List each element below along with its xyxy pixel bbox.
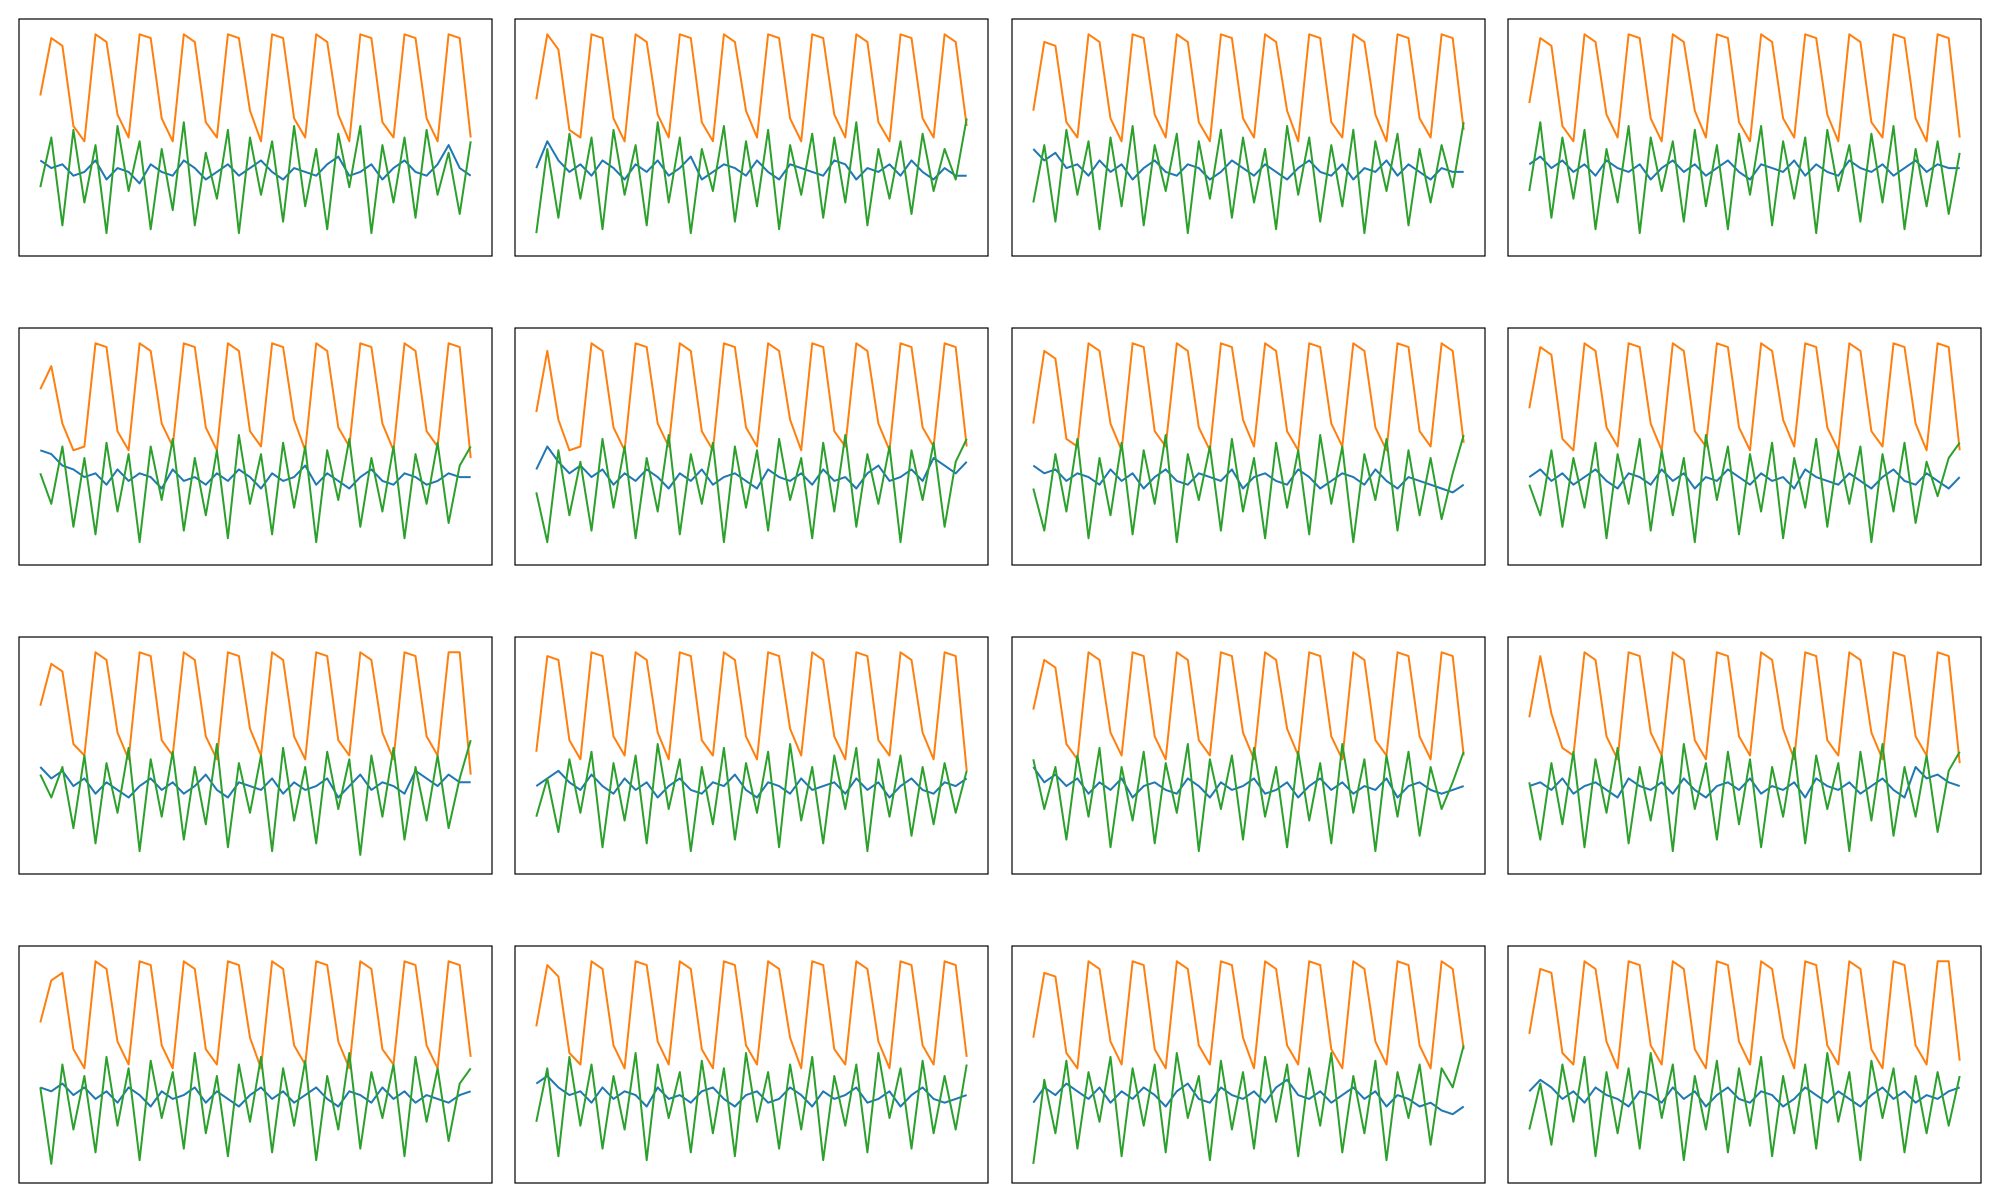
series-line bbox=[1032, 434, 1465, 544]
plot-area bbox=[1528, 651, 1961, 853]
subplot bbox=[18, 945, 493, 1184]
series-line bbox=[535, 118, 968, 235]
series-line bbox=[39, 1052, 472, 1165]
series-line bbox=[39, 960, 472, 1070]
axes-frame bbox=[1507, 945, 1982, 1184]
series-line bbox=[1032, 743, 1465, 853]
axes-frame bbox=[1011, 327, 1486, 566]
plot-area bbox=[1032, 33, 1465, 235]
subplot bbox=[1011, 945, 1486, 1184]
plot-area bbox=[1032, 960, 1465, 1165]
axes-frame bbox=[18, 18, 493, 257]
series-line bbox=[1528, 743, 1961, 853]
subplot bbox=[514, 636, 989, 875]
series-line bbox=[39, 739, 472, 856]
series-line bbox=[535, 434, 968, 544]
subplot bbox=[514, 18, 989, 257]
subplot bbox=[1011, 636, 1486, 875]
subplot bbox=[1507, 945, 1982, 1184]
plot-area bbox=[1032, 342, 1465, 544]
series-line bbox=[1528, 121, 1961, 235]
series-line bbox=[535, 743, 968, 853]
axes-frame bbox=[1507, 327, 1982, 566]
axes-frame bbox=[1011, 636, 1486, 875]
subplot bbox=[1011, 18, 1486, 257]
plot-area bbox=[39, 342, 472, 544]
plot-area bbox=[1528, 342, 1961, 544]
plot-area bbox=[39, 960, 472, 1165]
subplot bbox=[514, 327, 989, 566]
series-line bbox=[39, 342, 472, 459]
axes-frame bbox=[514, 18, 989, 257]
series-line bbox=[535, 33, 968, 143]
series-line bbox=[1528, 1052, 1961, 1162]
subplot bbox=[18, 327, 493, 566]
axes-frame bbox=[1011, 945, 1486, 1184]
axes-frame bbox=[18, 327, 493, 566]
series-line bbox=[39, 121, 472, 235]
series-line bbox=[535, 960, 968, 1070]
axes-frame bbox=[514, 945, 989, 1184]
subplot bbox=[1507, 18, 1982, 257]
subplot bbox=[1011, 327, 1486, 566]
series-line bbox=[1032, 342, 1465, 452]
series-line bbox=[1528, 342, 1961, 452]
axes-frame bbox=[514, 327, 989, 566]
series-line bbox=[535, 342, 968, 452]
series-line bbox=[535, 769, 968, 799]
series-line bbox=[1528, 33, 1961, 143]
series-line bbox=[39, 434, 472, 544]
series-line bbox=[1032, 33, 1465, 143]
series-line bbox=[1032, 651, 1465, 761]
plot-area bbox=[535, 342, 968, 544]
subplot bbox=[18, 18, 493, 257]
series-line bbox=[1528, 651, 1961, 764]
subplot bbox=[18, 636, 493, 875]
series-line bbox=[1032, 1045, 1465, 1165]
axes-frame bbox=[1011, 18, 1486, 257]
plot-area bbox=[535, 960, 968, 1162]
plot-area bbox=[39, 651, 472, 856]
plot-area bbox=[1032, 651, 1465, 853]
series-line bbox=[39, 33, 472, 143]
series-line bbox=[1528, 468, 1961, 490]
plot-area bbox=[1528, 960, 1961, 1162]
series-line bbox=[1032, 960, 1465, 1070]
axes-frame bbox=[18, 636, 493, 875]
axes-frame bbox=[1507, 636, 1982, 875]
plot-area bbox=[535, 651, 968, 853]
subplot bbox=[514, 945, 989, 1184]
subplot bbox=[1507, 636, 1982, 875]
series-line bbox=[535, 651, 968, 771]
series-line bbox=[1528, 434, 1961, 544]
axes-frame bbox=[1507, 18, 1982, 257]
series-line bbox=[39, 651, 472, 775]
plot-area bbox=[535, 33, 968, 235]
subplot bbox=[1507, 327, 1982, 566]
series-line bbox=[1032, 122, 1465, 235]
plot-area bbox=[1528, 33, 1961, 235]
series-line bbox=[535, 1052, 968, 1162]
axes-frame bbox=[18, 945, 493, 1184]
series-line bbox=[1528, 960, 1961, 1070]
plot-area bbox=[39, 33, 472, 235]
axes-frame bbox=[514, 636, 989, 875]
